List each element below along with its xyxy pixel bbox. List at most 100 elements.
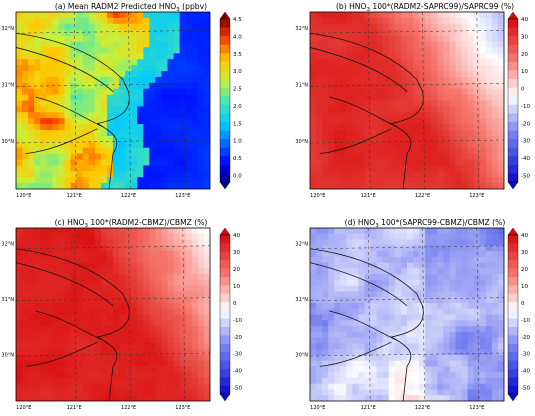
heatmap-cell (179, 274, 187, 281)
heatmap-cell (46, 337, 53, 344)
heatmap-cell (479, 23, 487, 31)
heatmap-cell (431, 395, 438, 401)
heatmap-cell (155, 245, 163, 252)
heatmap-cell (167, 41, 175, 48)
heatmap-cell (479, 354, 487, 362)
heatmap-cell (394, 94, 402, 102)
heatmap-cell (70, 274, 78, 281)
heatmap-cell (119, 65, 126, 72)
heatmap-cell (473, 302, 481, 310)
heatmap-cell (358, 183, 366, 189)
heatmap-cell (322, 35, 329, 43)
colorbar-swatch (508, 268, 518, 278)
heatmap-cell (334, 349, 341, 356)
heatmap-cell (46, 314, 53, 321)
heatmap-cell (370, 100, 378, 107)
heatmap-cell (70, 228, 78, 235)
heatmap-cell (125, 141, 132, 149)
heatmap-cell (497, 106, 504, 113)
heatmap-cell (131, 165, 138, 172)
heatmap-cell (76, 268, 84, 275)
heatmap-cell (491, 366, 499, 373)
heatmap-cell (58, 106, 66, 113)
heatmap-cell (64, 326, 72, 333)
heatmap-cell (22, 177, 29, 184)
heatmap-cell (394, 297, 402, 304)
heatmap-cell (161, 228, 169, 235)
colorbar-swatch (508, 79, 518, 89)
heatmap-cell (467, 354, 475, 362)
heatmap-cell (322, 228, 329, 235)
heatmap-cell (82, 112, 90, 119)
heatmap-cell (455, 88, 463, 96)
heatmap-cell (437, 82, 444, 90)
heatmap-cell (28, 239, 35, 246)
heatmap-cell (64, 308, 72, 316)
heatmap-cell (76, 88, 84, 96)
heatmap-cell (173, 106, 181, 113)
heatmap-cell (46, 395, 53, 401)
heatmap-cell (376, 29, 384, 37)
heatmap-cell (400, 135, 408, 143)
heatmap-cell (143, 100, 150, 107)
heatmap-cell (316, 141, 323, 149)
heatmap-cell (28, 343, 35, 350)
heatmap-cell (455, 41, 463, 48)
heatmap-cell (203, 308, 210, 316)
heatmap-cell (149, 76, 157, 84)
heatmap-cell (22, 320, 29, 327)
heatmap-cell (197, 245, 205, 252)
heatmap-cell (370, 71, 378, 78)
heatmap-cell (485, 41, 493, 48)
heatmap-cell (52, 251, 60, 258)
heatmap-cell (497, 383, 504, 391)
heatmap-cell (88, 239, 96, 246)
heatmap-cell (197, 228, 205, 235)
heatmap-cell (28, 372, 35, 379)
colorbar-swatch (220, 268, 230, 278)
heatmap-cell (491, 395, 499, 401)
heatmap-cell (143, 23, 150, 31)
heatmap-cell (191, 47, 199, 54)
heatmap-cell (437, 124, 444, 131)
heatmap-cell (328, 302, 335, 310)
heatmap-cell (340, 100, 347, 107)
heatmap-cell (34, 141, 41, 149)
heatmap-cell (352, 17, 360, 25)
heatmap-cell (497, 17, 504, 25)
colorbar-tick-label: 10 (521, 284, 528, 290)
heatmap-cell (425, 395, 432, 401)
heatmap-cell (203, 82, 210, 90)
heatmap-cell (113, 183, 120, 189)
heatmap-cell (22, 17, 29, 25)
heatmap-cell (425, 331, 432, 339)
chart-title: (d) HNO3 100*(SAPRC99-CBMZ)/CBMZ (%) (345, 218, 506, 229)
heatmap-cell (419, 23, 426, 31)
heatmap-cell (491, 274, 499, 281)
heatmap-cell (479, 35, 487, 43)
heatmap-cell (479, 372, 487, 379)
heatmap-cell (58, 360, 66, 367)
heatmap-cell (358, 135, 366, 143)
heatmap-cell (455, 349, 463, 356)
heatmap-cell (155, 331, 163, 339)
heatmap-cell (370, 291, 378, 298)
heatmap-cell (491, 320, 499, 327)
heatmap-cell (155, 135, 163, 143)
colorbar-extend-max (507, 11, 519, 20)
heatmap-cell (485, 383, 493, 391)
heatmap-cell (16, 297, 23, 304)
heatmap-cell (143, 29, 150, 37)
heatmap-cell (491, 177, 499, 184)
heatmap-cell (119, 256, 126, 264)
heatmap-cell (370, 326, 378, 333)
colorbar-swatch (220, 377, 230, 387)
heatmap-cell (34, 35, 41, 43)
heatmap-cell (467, 59, 475, 66)
heatmap-cell (185, 100, 193, 107)
heatmap-cell (167, 256, 175, 264)
heatmap-cell (46, 228, 53, 235)
heatmap-cell (443, 343, 451, 350)
heatmap-cell (491, 245, 499, 252)
heatmap-cell (197, 124, 205, 131)
